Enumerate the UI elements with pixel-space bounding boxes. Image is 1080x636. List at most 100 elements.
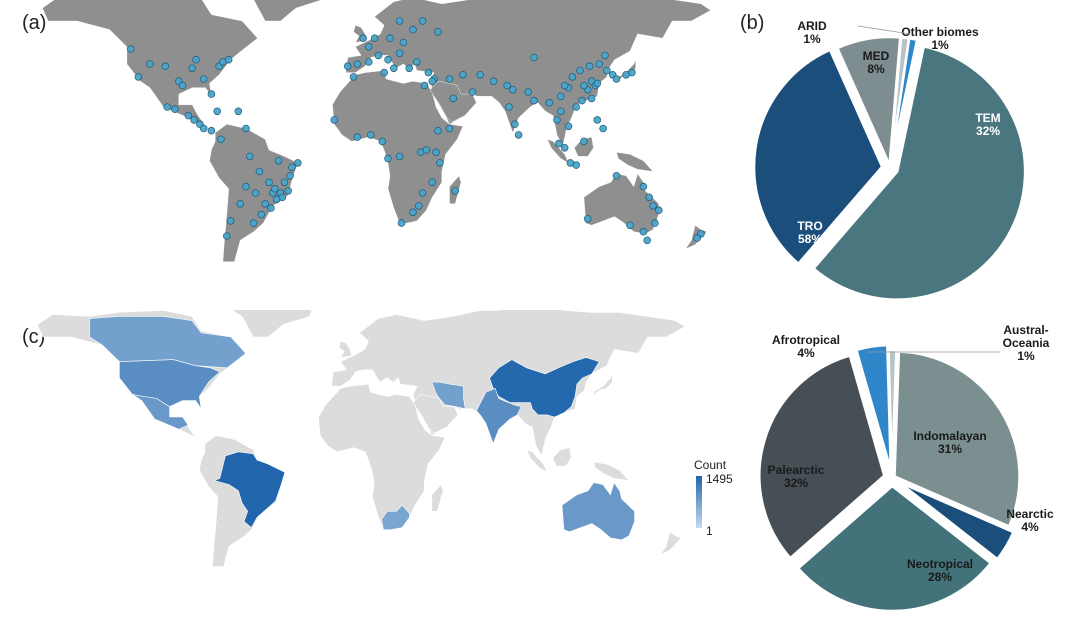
study-site-point (530, 53, 538, 62)
study-site-point (178, 81, 187, 90)
study-site-point (190, 116, 198, 124)
realm-pie-slice-neotropical (796, 484, 993, 613)
study-site-point (428, 178, 437, 187)
choropleth-country-layer (37, 310, 686, 567)
realm-pie-slice-afrotropical (854, 343, 893, 471)
study-site-point (418, 17, 427, 25)
study-site-point (468, 88, 477, 96)
study-site-point (249, 219, 258, 227)
realm-pie-percent-palearctic: 32% (784, 476, 808, 490)
study-site-point (255, 167, 264, 176)
study-site-point (267, 204, 275, 212)
study-site-point (134, 73, 143, 81)
study-site-point (556, 107, 565, 116)
study-sites-map (42, 0, 711, 262)
study-site-point (583, 215, 592, 223)
study-site-point (213, 107, 222, 116)
realm-pie-percent-neotropical: 28% (928, 570, 952, 584)
study-site-point (242, 182, 250, 191)
study-site-point (564, 122, 573, 131)
study-site-point (395, 49, 404, 58)
study-site-point (639, 182, 648, 191)
study-site-point (278, 193, 287, 202)
study-site-point (422, 146, 431, 154)
study-site-point (257, 210, 266, 219)
land-greenland (253, 0, 322, 22)
study-site-point (366, 131, 375, 139)
land-australia (583, 173, 659, 235)
land-eurasia (345, 0, 711, 147)
study-site-point (236, 200, 245, 208)
realm-pie-label-austral-oceania: Austral- (1003, 323, 1048, 337)
biome-pie-percent-med: 8% (867, 62, 885, 76)
study-site-point (545, 98, 554, 107)
study-site-point (459, 71, 467, 79)
realm-pie-percent-austral-oceania: 1% (1017, 349, 1035, 363)
study-site-point (626, 221, 634, 230)
study-site-point (207, 126, 216, 135)
study-site-point (612, 172, 621, 180)
study-site-point (445, 75, 454, 83)
study-site-point (364, 58, 373, 66)
study-site-point (188, 64, 197, 73)
count-legend: Count 1495 1 (686, 458, 746, 548)
study-site-point (386, 34, 394, 42)
panel-label-b: (b) (740, 12, 765, 34)
study-site-point (553, 116, 561, 124)
study-site-point (576, 66, 584, 75)
study-site-point (353, 60, 362, 68)
study-site-point (578, 96, 586, 105)
study-site-point (399, 38, 408, 47)
study-site-point (274, 157, 283, 165)
study-site-point (649, 202, 657, 210)
study-site-point (288, 163, 296, 172)
study-site-point (434, 126, 442, 135)
study-site-point (524, 88, 532, 96)
study-site-point (184, 111, 193, 120)
study-site-point (628, 68, 636, 77)
study-site-points (127, 17, 705, 245)
biome-pie-slice-tem (752, 48, 884, 266)
realm-pie-label-neotropical: Neotropical (907, 557, 973, 571)
country-region-uk (338, 340, 353, 358)
panel-label-a: (a) (22, 12, 47, 34)
study-site-point (601, 51, 609, 60)
study-site-point (428, 77, 437, 85)
country-region-indonesia-sumatra (526, 449, 548, 473)
biome-pie-slice-tro (811, 44, 1027, 301)
study-site-point (226, 217, 235, 225)
study-site-point (405, 64, 414, 73)
legend-min: 1 (706, 524, 713, 538)
realm-pie-percent-indomalayan: 31% (938, 442, 962, 456)
study-site-point (645, 193, 653, 202)
study-site-point (146, 60, 154, 68)
study-site-point (286, 172, 294, 180)
realm-pie-slice-nearctic (898, 480, 1016, 561)
study-site-point (270, 184, 279, 193)
study-site-point (284, 187, 293, 195)
study-site-point (489, 77, 498, 85)
study-site-point (395, 17, 404, 25)
study-site-point (555, 139, 563, 148)
study-site-point (432, 148, 440, 157)
study-site-point (242, 124, 250, 133)
realm-pie-label-nearctic: Nearctic (1006, 507, 1054, 521)
study-site-point (560, 81, 569, 90)
biome-pie-label-tem: TEM (975, 111, 1000, 125)
study-site-point (612, 75, 621, 83)
country-region-indonesia-borneo (552, 447, 572, 467)
country-region-africa (318, 383, 446, 530)
study-site-point (384, 154, 392, 163)
country-region-new-guinea (593, 461, 630, 481)
country-region-japan (591, 373, 613, 397)
study-site-point (418, 189, 427, 197)
study-site-point (261, 200, 270, 208)
study-site-point (566, 159, 575, 167)
biome-pie-leader-line (857, 25, 911, 35)
study-site-point (593, 79, 602, 88)
study-site-point (251, 189, 260, 197)
study-site-point (374, 51, 383, 60)
biome-pie-percent-other-biomes: 1% (931, 38, 949, 52)
study-site-point (560, 144, 569, 152)
study-site-point (163, 103, 172, 111)
